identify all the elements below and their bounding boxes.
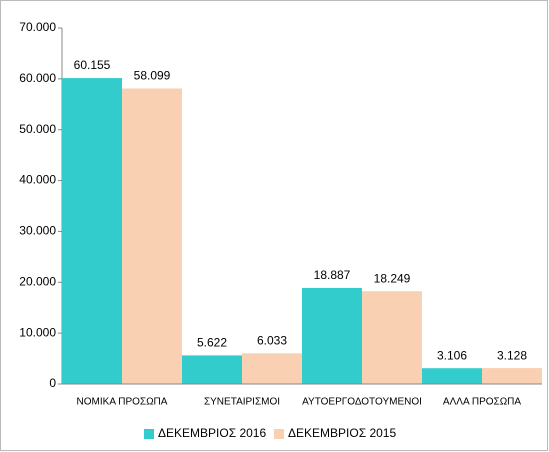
bar (122, 88, 182, 384)
bar (422, 368, 482, 384)
bar (362, 291, 422, 384)
x-tick-label: ΝΟΜΙΚΑ ΠΡΟΣΩΠΑ (77, 397, 168, 408)
y-tick-label: 60.000 (19, 71, 56, 85)
data-label: 18.887 (314, 268, 351, 282)
data-label: 6.033 (257, 333, 287, 347)
bar (182, 355, 242, 384)
data-label: 3.106 (437, 348, 467, 362)
legend-swatch (144, 429, 154, 439)
data-label: 3.128 (497, 348, 527, 362)
x-tick-label: ΑΛΛΑ ΠΡΟΣΩΠΑ (443, 397, 521, 408)
data-label: 58.099 (134, 69, 171, 83)
x-tick-label: ΑΥΤΟΕΡΓΟΔΟΤΟΥΜΕΝΟΙ (302, 397, 422, 408)
bar (302, 287, 362, 384)
y-tick-label: 50.000 (19, 122, 56, 136)
y-tick-label: 30.000 (19, 224, 56, 238)
y-tick-label: 10.000 (19, 325, 56, 339)
y-tick-label: 20.000 (19, 274, 56, 288)
legend-label: ΔΕΚΕΜΒΡΙΟΣ 2016 (158, 426, 266, 440)
data-label: 5.622 (197, 336, 227, 350)
y-tick-label: 70.000 (19, 20, 56, 34)
bar (242, 353, 302, 384)
legend-swatch (274, 429, 284, 439)
data-label: 18.249 (374, 271, 411, 285)
data-label: 60.155 (74, 58, 111, 72)
y-tick-label: 0 (49, 376, 56, 390)
x-tick-label: ΣΥΝΕΤΑΙΡΙΣΜΟΙ (204, 397, 280, 408)
y-tick-label: 40.000 (19, 173, 56, 187)
bar (482, 368, 542, 384)
legend-label: ΔΕΚΕΜΒΡΙΟΣ 2015 (288, 426, 396, 440)
bar (62, 78, 122, 385)
